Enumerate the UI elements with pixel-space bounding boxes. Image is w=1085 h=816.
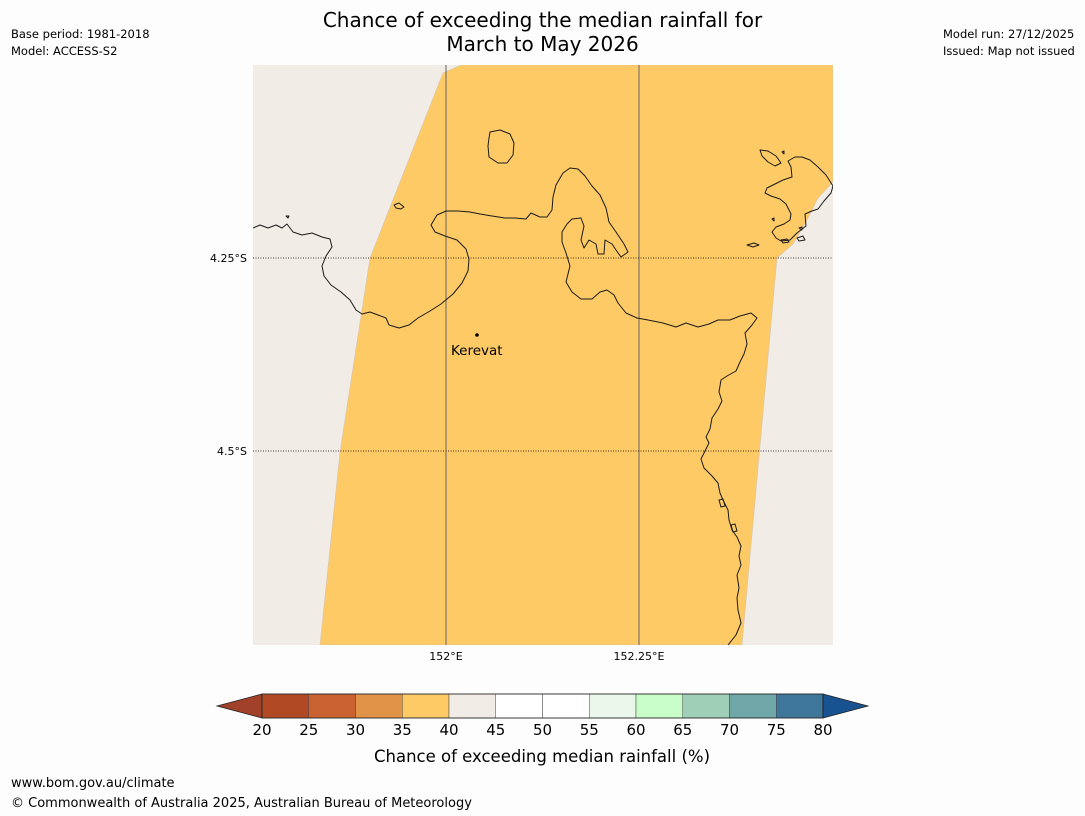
legend-tick-label: 70 xyxy=(720,721,739,739)
legend-bin-25-30 xyxy=(308,693,356,719)
coastline-rabaul xyxy=(764,156,833,242)
legend-bin-40-45 xyxy=(448,693,496,719)
islet-east-6 xyxy=(781,150,785,155)
islet-east-4 xyxy=(798,226,803,231)
legend-ticks: 20 25 30 35 40 45 50 55 60 65 70 75 80 xyxy=(252,721,832,739)
legend-bin-50-55 xyxy=(542,693,590,719)
legend-tick-label: 30 xyxy=(346,721,365,739)
legend-tick-label: 50 xyxy=(533,721,552,739)
map-title-line2: March to May 2026 xyxy=(446,32,639,56)
legend-tick-label: 35 xyxy=(393,721,412,739)
legend-bin-75-80 xyxy=(776,693,824,719)
island-east-3 xyxy=(796,235,806,242)
legend-tick-label: 40 xyxy=(439,721,458,739)
islet-south-1 xyxy=(718,498,726,508)
footer-copyright: © Commonwealth of Australia 2025, Austra… xyxy=(11,796,472,811)
forecast-region-35-40 xyxy=(319,65,833,645)
legend-tick-label: 25 xyxy=(299,721,318,739)
legend-bin-35-40 xyxy=(402,693,450,719)
map-panel xyxy=(253,65,833,645)
legend-colorbar xyxy=(215,693,870,719)
legend-tick-label: 75 xyxy=(767,721,786,739)
legend-extend-high xyxy=(822,693,870,719)
legend-bin-65-70 xyxy=(682,693,730,719)
islet-east-5 xyxy=(771,217,775,222)
legend-frame xyxy=(261,693,824,719)
island-north xyxy=(487,129,515,164)
lon-label-152E: 152°E xyxy=(429,650,462,663)
legend-tick-label: 65 xyxy=(673,721,692,739)
island-small-west xyxy=(393,202,405,210)
model-text: Model: ACCESS-S2 xyxy=(11,44,118,58)
coastline-peninsula-tip xyxy=(759,149,782,167)
legend-bin-70-75 xyxy=(729,693,777,719)
legend-bin-55-60 xyxy=(589,693,637,719)
legend-tick-label: 55 xyxy=(580,721,599,739)
island-east-1 xyxy=(746,242,760,248)
coastline-north xyxy=(253,167,758,645)
issued-text: Issued: Map not issued xyxy=(943,44,1075,58)
legend-bin-20-25 xyxy=(261,693,309,719)
lat-label-4-25S: 4.25°S xyxy=(210,252,247,265)
islet-south-2 xyxy=(730,523,738,533)
legend-tick-label: 80 xyxy=(813,721,832,739)
footer-url: www.bom.gov.au/climate xyxy=(11,776,175,791)
lon-label-152-25E: 152.25°E xyxy=(614,650,665,663)
island-east-2 xyxy=(780,238,790,244)
legend-tick-label: 20 xyxy=(252,721,271,739)
islet-west xyxy=(285,215,290,219)
map-title-line1: Chance of exceeding the median rainfall … xyxy=(322,8,763,32)
model-run-text: Model run: 27/12/2025 xyxy=(943,27,1075,41)
coastline xyxy=(253,129,833,645)
legend-tick-label: 60 xyxy=(626,721,645,739)
kerevat-marker xyxy=(475,333,479,337)
legend-label: Chance of exceeding median rainfall (%) xyxy=(374,747,710,766)
legend-bin-45-50 xyxy=(495,693,543,719)
legend-extend-low xyxy=(215,693,263,719)
legend-tick-label: 45 xyxy=(486,721,505,739)
legend-bin-30-35 xyxy=(355,693,403,719)
base-period-text: Base period: 1981-2018 xyxy=(11,27,150,41)
kerevat-label: Kerevat xyxy=(451,343,503,359)
lat-label-4-5S: 4.5°S xyxy=(217,445,247,458)
legend-bin-60-65 xyxy=(635,693,683,719)
